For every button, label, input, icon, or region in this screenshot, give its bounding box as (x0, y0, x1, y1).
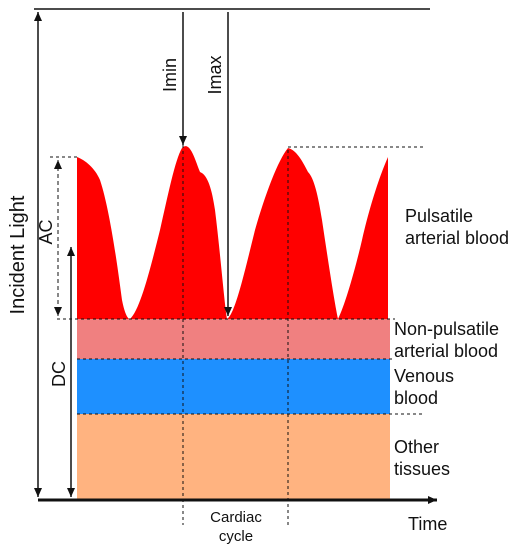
cardiac-cycle-label-line1: Cardiac (210, 509, 262, 526)
non-pulsatile-label-line2: arterial blood (394, 341, 498, 361)
other-tissues-band (77, 414, 390, 500)
dc-label: DC (49, 361, 69, 387)
venous-label-line2: blood (394, 388, 438, 408)
imax-label: Imax (205, 55, 225, 94)
ac-label: AC (36, 219, 56, 244)
non-pulsatile-label-line1: Non-pulsatile (394, 319, 499, 339)
incident-light-label: Incident Light (7, 195, 29, 314)
time-label: Time (408, 514, 447, 534)
cardiac-cycle-label-line2: cycle (219, 528, 253, 545)
pulsatile-waveform (77, 146, 388, 319)
non-pulsatile-arterial-band (77, 319, 390, 359)
other-tissues-label-line2: tissues (394, 459, 450, 479)
other-tissues-label-line1: Other (394, 437, 439, 457)
pulsatile-label-line1: Pulsatile (405, 206, 473, 226)
venous-label-line1: Venous (394, 366, 454, 386)
pulsatile-label-line2: arterial blood (405, 228, 509, 248)
imin-label: Imin (160, 58, 180, 92)
dotted-guides (50, 145, 425, 525)
venous-blood-band (77, 359, 390, 414)
